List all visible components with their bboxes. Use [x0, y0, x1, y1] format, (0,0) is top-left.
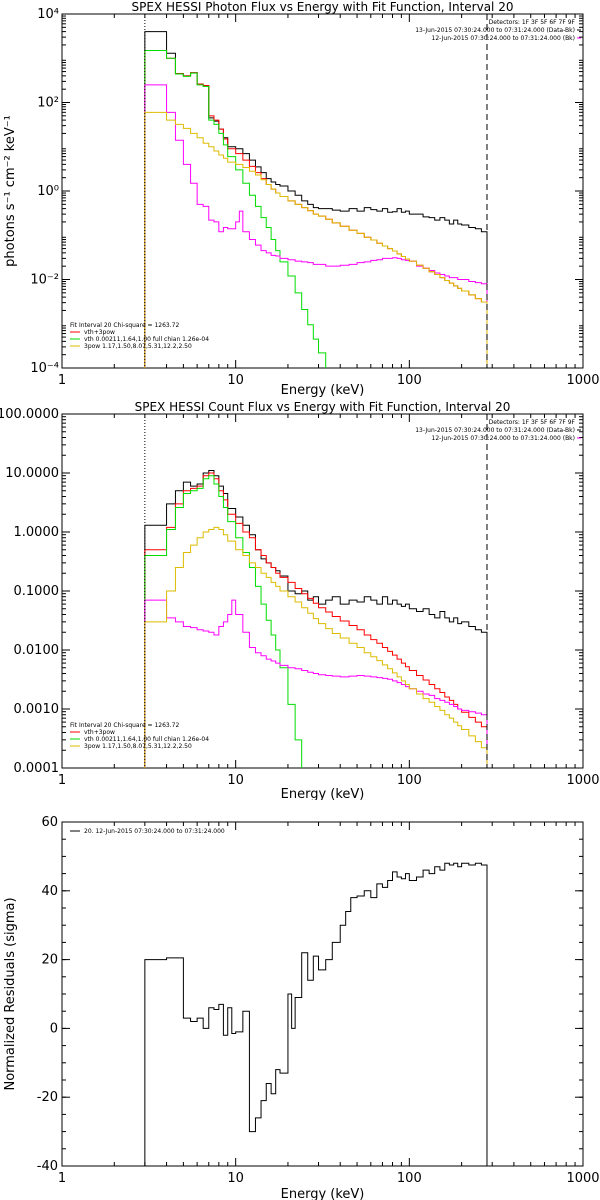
legend-entry: vth+3pow [84, 329, 115, 336]
x-tick-label: 1000 [566, 1171, 599, 1186]
x-tick-label: 100 [397, 373, 422, 388]
count-flux-chart: SPEX HESSI Count Flux vs Energy with Fit… [0, 400, 600, 800]
residuals-chart: 1 10 100 1000 Energy (keV) -40 -20 0 20 40 60 Norma… [3, 815, 600, 1200]
x-tick-label: 10 [227, 773, 244, 788]
x-axis-label: Energy (keV) [281, 1187, 365, 1200]
legend-entry: vth 0.00211,1.64,1.00 full chian 1.26e-0… [84, 336, 209, 343]
series-line-3 [144, 84, 488, 368]
y-tick-label: 0.0100 [14, 643, 60, 658]
info-line: Detectors: 1F 3F 5F 6F 7F 9F [489, 419, 576, 426]
series-line-4 [144, 526, 488, 768]
x-tick-label: 1 [58, 1171, 66, 1186]
x-tick-label: 100 [397, 773, 422, 788]
y-tick-label: 10.0000 [5, 466, 59, 481]
legend-entry: vth 0.00211,1.64,1.00 full chian 1.26e-0… [84, 736, 209, 743]
y-axis-label: photons s⁻¹ cm⁻² keV⁻¹ [3, 115, 18, 267]
y-axis-label: Normalized Residuals (sigma) [3, 897, 18, 1090]
y-tick-label: 0.1000 [14, 584, 60, 599]
x-axis-label: Energy (keV) [281, 383, 365, 398]
legend-entry: 20. 12-Jun-2015 07:30:24.000 to 07:31:24… [84, 828, 225, 835]
y-tick-label: 10⁴ [37, 7, 59, 22]
info-line: 13-Jun-2015 07:30:24.000 to 07:31:24.000… [415, 427, 575, 434]
series-line-4 [144, 111, 488, 368]
x-tick-label: 10 [227, 373, 244, 388]
chart-title: SPEX HESSI Count Flux vs Energy with Fit… [135, 400, 511, 414]
x-tick-label: 1000 [566, 373, 599, 388]
series-line-3 [144, 599, 488, 768]
photon-flux-chart: SPEX HESSI Photon Flux vs Energy with Fi… [3, 0, 600, 398]
y-tick-label: 10⁻² [30, 273, 59, 288]
x-tick-label: 1 [58, 373, 66, 388]
info-line: 12-Jun-2015 07:30:24.000 to 07:31:24.000… [432, 435, 575, 442]
series-line-0 [144, 31, 488, 368]
y-tick-label: 10⁻⁴ [30, 361, 59, 376]
x-tick-label: 1 [58, 773, 66, 788]
y-tick-label: 0.0010 [14, 702, 60, 717]
plot-frame [61, 13, 584, 369]
info-line: 12-Jun-2015 07:30:24.000 to 07:31:24.000… [432, 35, 575, 42]
series-line-1 [144, 472, 488, 768]
legend-header: Fit Interval 20 Chi-square = 1263.72 [70, 722, 179, 729]
plot-frame [61, 821, 584, 1167]
chart-title: SPEX HESSI Photon Flux vs Energy with Fi… [132, 0, 514, 14]
legend-entry: 3pow 1.17,1.50,8.07,5.31,12.2,2.50 [84, 343, 192, 350]
series-line-0 [144, 470, 488, 768]
y-tick-label: 10⁰ [37, 184, 59, 199]
plot-frame [61, 413, 584, 769]
legend-entry: vth+3pow [84, 729, 115, 736]
info-line: 13-Jun-2015 07:30:24.000 to 07:31:24.000… [415, 27, 575, 34]
series-line-2 [144, 49, 327, 368]
y-tick-label: 10² [37, 96, 59, 111]
y-tick-label: 0 [50, 1021, 58, 1036]
y-tick-label: 100.0000 [0, 407, 59, 422]
y-tick-label: 0.0001 [14, 761, 60, 776]
series-line-1 [144, 49, 488, 368]
x-tick-label: 10 [227, 1171, 244, 1186]
series-line-2 [144, 475, 303, 768]
y-tick-label: 1.0000 [14, 525, 60, 540]
y-tick-label: 20 [41, 953, 58, 968]
y-tick-label: 40 [41, 884, 58, 899]
x-tick-label: 1000 [566, 773, 599, 788]
info-line: Detectors: 1F 3F 5F 6F 7F 9F [489, 19, 576, 26]
y-tick-label: -40 [37, 1159, 58, 1174]
legend-header: Fit Interval 20 Chi-square = 1263.72 [70, 322, 179, 329]
x-tick-label: 100 [397, 1171, 422, 1186]
legend-entry: 3pow 1.17,1.50,8.07,5.31,12.2,2.50 [84, 743, 192, 750]
y-tick-label: 60 [41, 815, 58, 830]
series-line-0 [144, 862, 488, 1166]
x-axis-label: Energy (keV) [281, 787, 365, 800]
y-tick-label: -20 [37, 1090, 58, 1105]
